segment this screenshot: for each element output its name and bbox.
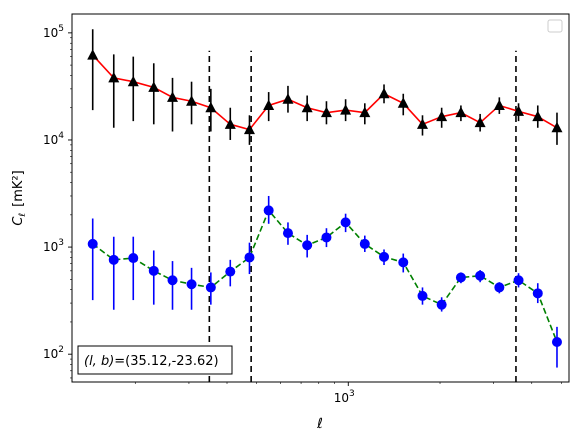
data-point-triangle (340, 104, 352, 115)
data-point-triangle (436, 110, 448, 122)
legend (547, 19, 563, 33)
data-point-triangle (359, 106, 371, 118)
data-point-triangle (320, 106, 332, 118)
y-axis-label-unit: [mK²] (11, 170, 26, 207)
data-point-triangle (205, 101, 217, 113)
series-triangle (87, 29, 563, 145)
y-tick-label: 103 (43, 238, 64, 254)
data-point-triangle (455, 106, 467, 118)
data-point-circle (167, 275, 178, 286)
data-point-circle (282, 228, 293, 239)
data-point-circle (475, 270, 486, 281)
annotation-box: (l, b)=(35.12,-23.62) (77, 345, 233, 375)
data-point-circle (340, 217, 351, 228)
y-tick-label-base: 10 (43, 347, 58, 361)
data-point-triangle (87, 49, 99, 60)
plot-area (87, 29, 563, 382)
svg-text:(l, b)=(35.12,-23.62): (l, b)=(35.12,-23.62) (84, 354, 219, 369)
data-point-triangle (416, 118, 428, 129)
x-tick-label: 103 (334, 389, 355, 405)
data-point-circle (551, 336, 562, 347)
data-point-circle (436, 299, 447, 310)
data-point-circle (321, 232, 332, 243)
y-tick-label-exponent: 5 (58, 24, 64, 34)
data-point-circle (108, 254, 119, 265)
data-point-triangle (243, 123, 255, 135)
y-axis-label-symbol: C (11, 216, 26, 226)
y-tick-label-exponent: 2 (58, 345, 64, 355)
data-point-triangle (224, 118, 236, 129)
data-point-triangle (513, 105, 525, 116)
data-point-circle (379, 251, 390, 262)
y-axis-label: Cℓ [mK²] (11, 170, 28, 225)
data-point-circle (244, 252, 255, 263)
data-point-circle (302, 240, 313, 251)
data-point-circle (128, 253, 139, 264)
annotation-coordinate-label: (l, b) (84, 354, 114, 369)
x-axis-label-text: ℓ (316, 416, 323, 432)
data-point-triangle (474, 116, 486, 128)
data-point-circle (455, 272, 466, 283)
data-point-circle (148, 265, 159, 276)
data-point-triangle (148, 81, 160, 92)
series-circle (87, 195, 562, 368)
legend-box (547, 19, 563, 33)
data-point-triangle (108, 71, 120, 83)
data-point-triangle (378, 87, 390, 99)
data-point-circle (494, 282, 505, 293)
data-point-circle (205, 282, 216, 293)
data-point-circle (87, 238, 98, 249)
data-point-triangle (397, 97, 409, 108)
data-point-circle (417, 290, 428, 301)
data-point-circle (186, 279, 197, 290)
y-tick-label: 105 (43, 24, 64, 40)
data-point-triangle (301, 101, 313, 113)
y-tick-label-base: 10 (43, 133, 58, 147)
svg-text:Cℓ[mK²]: Cℓ [mK²] (11, 170, 28, 225)
data-point-triangle (551, 121, 563, 133)
y-tick-label-exponent: 4 (58, 131, 64, 141)
data-point-circle (513, 275, 524, 286)
y-tick-label: 104 (43, 131, 64, 147)
data-point-triangle (493, 99, 505, 110)
x-axis-ticks: 103 (134, 382, 562, 405)
data-point-triangle (167, 91, 179, 102)
y-tick-label-base: 10 (43, 240, 58, 254)
y-tick-label: 102 (43, 345, 64, 361)
x-tick-label-base: 10 (334, 391, 349, 405)
data-point-triangle (263, 99, 275, 110)
x-axis-label: ℓ (316, 416, 323, 432)
plot-frame (71, 13, 570, 383)
annotation-frame (77, 345, 233, 375)
y-tick-label-exponent: 3 (58, 238, 64, 248)
data-point-triangle (532, 110, 544, 122)
data-point-triangle (186, 95, 198, 106)
data-point-circle (532, 288, 543, 299)
y-tick-label-base: 10 (43, 26, 58, 40)
data-point-circle (398, 257, 409, 268)
annotation-coordinate-value: =(35.12,-23.62) (114, 354, 218, 369)
y-axis-label-subscript: ℓ (18, 213, 28, 218)
data-point-triangle (282, 93, 294, 104)
data-point-triangle (127, 75, 139, 87)
x-tick-label-exponent: 3 (349, 389, 355, 399)
data-point-circle (359, 238, 370, 249)
data-point-circle (225, 266, 236, 277)
data-point-circle (263, 205, 274, 216)
